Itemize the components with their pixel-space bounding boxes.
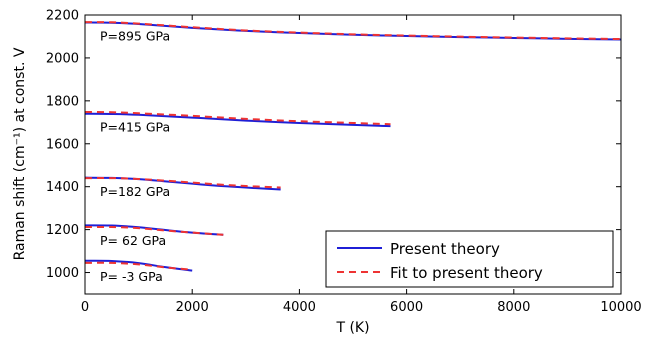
- curve-fit: [85, 111, 391, 126]
- legend-label-fit: Fit to present theory: [390, 264, 543, 282]
- curve-fit: [85, 21, 621, 41]
- x-tick-label: 6000: [390, 300, 423, 315]
- y-tick-label: 1800: [46, 94, 79, 109]
- x-tick-label: 2000: [176, 300, 209, 315]
- pressure-label: P=415 GPa: [100, 120, 170, 135]
- x-tick-label: 4000: [283, 300, 316, 315]
- legend-label-present-theory: Present theory: [390, 240, 500, 258]
- curve-fit: [85, 261, 193, 271]
- legend-box: [325, 230, 614, 288]
- x-tick-label: 10000: [600, 300, 641, 315]
- y-tick-label: 2200: [46, 9, 79, 24]
- y-tick-label: 1600: [46, 137, 79, 152]
- pressure-label: P=182 GPa: [100, 184, 170, 199]
- y-tick-label: 2000: [46, 51, 79, 66]
- legend: Present theory Fit to present theory: [325, 230, 614, 288]
- x-tick-label: 0: [81, 300, 89, 315]
- plot-frame: [84, 14, 622, 295]
- curve-fit: [85, 177, 281, 189]
- pressure-label: P=895 GPa: [100, 29, 170, 44]
- curve-present-theory: [85, 112, 391, 128]
- y-tick-label: 1200: [46, 223, 79, 238]
- y-axis-title: Raman shift (cm⁻¹) at const. V: [12, 47, 28, 260]
- x-tick-label: 8000: [497, 300, 530, 315]
- x-axis-title: T (K): [335, 320, 369, 336]
- y-tick-label: 1400: [46, 180, 79, 195]
- y-tick-label: 1000: [46, 266, 79, 281]
- pressure-label: P= 62 GPa: [100, 233, 166, 248]
- curve-fit: [85, 225, 224, 236]
- pressure-label: P= -3 GPa: [100, 269, 163, 284]
